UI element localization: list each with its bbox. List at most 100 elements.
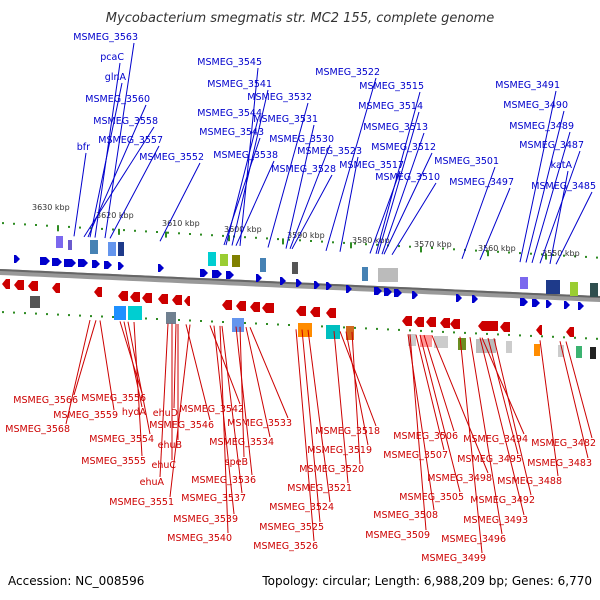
forward-gene-leader xyxy=(479,187,511,261)
forward-gene-leader xyxy=(83,126,155,238)
scale-dot-inner xyxy=(46,313,48,316)
forward-gene-label: MSMEG_3541 xyxy=(207,79,272,90)
scale-dot-outer xyxy=(321,240,323,243)
reverse-gene-leader xyxy=(159,323,169,478)
reverse-gene-leader xyxy=(479,337,525,516)
scale-dot-inner xyxy=(431,330,433,333)
reverse-gene-arrow xyxy=(536,325,542,335)
kbp-tick-label: 3580 kbp xyxy=(352,236,390,245)
scale-dot-inner xyxy=(519,334,521,337)
reverse-gene-leader xyxy=(239,326,245,458)
forward-gene-label: MSMEG_3485 xyxy=(531,181,596,192)
kbp-tick-label: 3570 kbp xyxy=(414,240,452,249)
scale-dot-outer xyxy=(596,256,598,259)
kbp-tick xyxy=(118,228,120,235)
scale-dot-outer xyxy=(112,228,114,231)
reverse-gene-leader xyxy=(173,323,177,409)
reverse-gene-label: MSMEG_3483 xyxy=(527,458,592,469)
reverse-gene-leader xyxy=(221,325,243,494)
gene-feature-box xyxy=(434,336,448,348)
reverse-gene-arrow xyxy=(426,317,436,327)
forward-gene-leader xyxy=(291,174,333,250)
scale-dot-inner xyxy=(79,314,81,317)
reverse-gene-label: MSMEG_3554 xyxy=(89,434,154,445)
gene-feature-box xyxy=(590,283,598,297)
scale-dot-outer xyxy=(409,245,411,248)
reverse-gene-arrow xyxy=(142,293,152,303)
forward-gene-arrow xyxy=(314,281,320,289)
forward-gene-leader xyxy=(381,132,425,255)
forward-gene-arrow xyxy=(384,288,392,296)
scale-dot-inner xyxy=(365,327,367,330)
scale-dot-inner xyxy=(420,329,422,332)
forward-gene-arrow xyxy=(104,261,112,269)
forward-gene-arrow xyxy=(412,291,418,299)
scale-dot-outer xyxy=(299,239,301,242)
reverse-gene-leader xyxy=(469,337,503,535)
reverse-gene-leader xyxy=(307,329,331,503)
scale-dot-inner xyxy=(90,315,92,318)
reverse-gene-arrow xyxy=(440,318,450,328)
scale-dot-outer xyxy=(442,247,444,250)
scale-dot-outer xyxy=(343,241,345,244)
scale-dot-inner xyxy=(266,323,268,325)
reverse-gene-arrow xyxy=(262,303,274,313)
scale-dot-outer xyxy=(134,229,136,232)
reverse-gene-label: MSMEG_3546 xyxy=(149,420,214,431)
reverse-gene-label: MSMEG_3540 xyxy=(167,533,232,544)
forward-gene-arrow xyxy=(92,260,100,268)
gene-feature-box xyxy=(68,240,72,250)
forward-gene-label: MSMEG_3510 xyxy=(375,172,440,183)
reverse-gene-arrow xyxy=(310,307,320,317)
forward-gene-leader xyxy=(549,170,569,264)
forward-gene-arrow xyxy=(472,295,478,303)
reverse-gene-leader xyxy=(419,334,461,493)
forward-gene-label: MSMEG_3560 xyxy=(85,94,150,105)
scale-dot-outer xyxy=(530,252,532,255)
forward-gene-leader xyxy=(104,42,135,239)
forward-gene-label: MSMEG_3538 xyxy=(213,150,278,161)
map-title: Mycobacterium smegmatis str. MC2 155, co… xyxy=(106,11,494,26)
reverse-gene-label: MSMEG_3506 xyxy=(393,431,458,442)
reverse-gene-arrow xyxy=(566,327,574,337)
forward-gene-label: MSMEG_3545 xyxy=(197,57,262,68)
reverse-gene-arrow xyxy=(52,283,60,293)
scale-dot-inner xyxy=(145,317,147,320)
scale-dot-outer xyxy=(398,245,400,248)
reverse-gene-arrow xyxy=(414,317,424,327)
scale-dot-inner xyxy=(35,312,37,315)
scale-dot-outer xyxy=(585,255,587,258)
reverse-gene-label: MSMEG_3507 xyxy=(383,450,448,461)
reverse-gene-label: MSMEG_3498 xyxy=(427,473,492,484)
reverse-gene-label: MSMEG_3556 xyxy=(81,393,146,404)
forward-gene-leader xyxy=(285,124,315,249)
scale-dot-inner xyxy=(2,311,4,314)
reverse-gene-leader xyxy=(245,326,271,438)
forward-gene-leader xyxy=(235,160,275,246)
reverse-gene-leader xyxy=(295,329,315,542)
scale-dot-outer xyxy=(24,223,26,226)
scale-dot-outer xyxy=(189,233,191,235)
forward-gene-label: pcaC xyxy=(100,52,124,63)
scale-dot-inner xyxy=(596,337,598,340)
scale-dot-inner xyxy=(222,321,224,323)
reverse-gene-label: MSMEG_3568 xyxy=(5,424,70,435)
forward-gene-arrow xyxy=(226,271,234,279)
gene-feature-box xyxy=(90,240,98,254)
gene-feature-box xyxy=(408,334,416,346)
forward-gene-leader xyxy=(539,150,581,264)
reverse-gene-leader xyxy=(185,324,211,421)
gene-feature-box xyxy=(570,282,578,296)
reverse-gene-leader xyxy=(459,336,483,554)
forward-gene-arrow xyxy=(546,300,552,308)
forward-gene-leader xyxy=(73,152,87,237)
reverse-gene-label: MSMEG_3536 xyxy=(191,475,256,486)
forward-gene-arrow xyxy=(158,264,164,272)
forward-gene-leader xyxy=(325,77,377,252)
forward-gene-arrow xyxy=(394,289,402,297)
reverse-gene-leader xyxy=(209,325,241,405)
reverse-gene-arrow xyxy=(2,279,10,289)
scale-dot-inner xyxy=(376,327,378,330)
scale-dot-inner xyxy=(13,311,15,314)
